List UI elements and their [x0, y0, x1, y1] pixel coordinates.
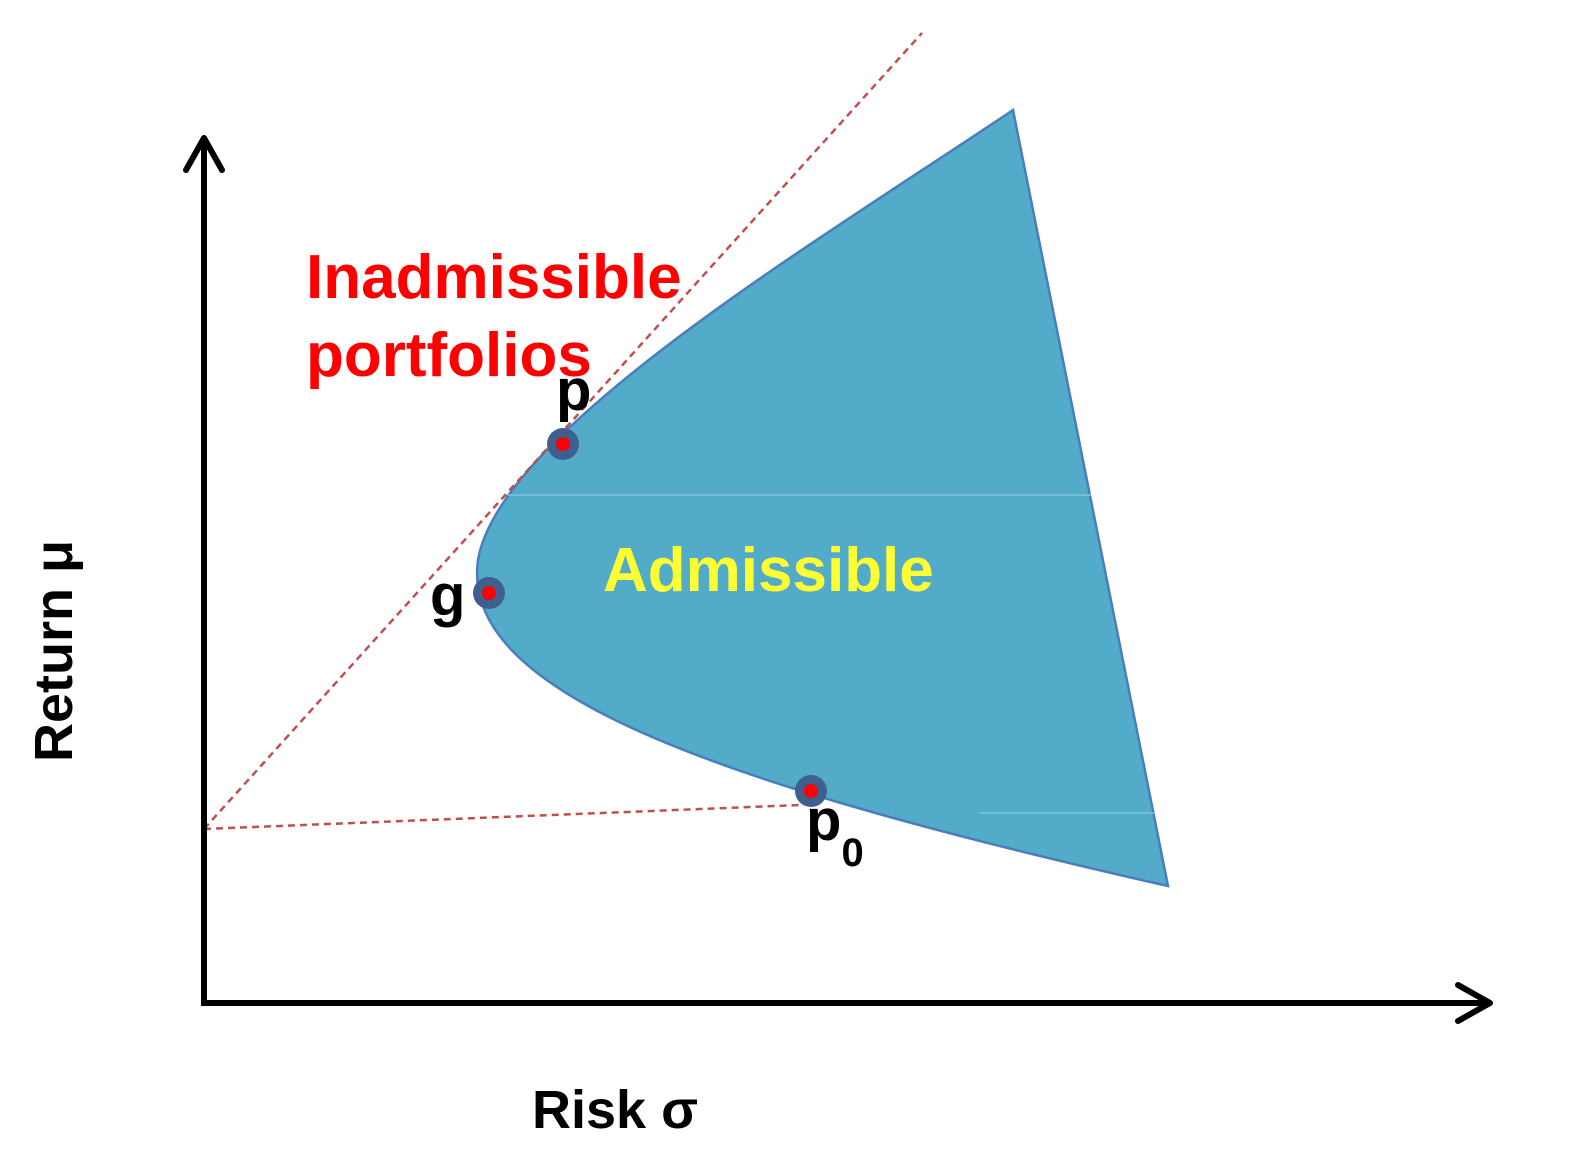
point-p0	[795, 775, 827, 807]
y-axis-label: Return μ	[24, 540, 84, 762]
tangent-line-upper	[203, 32, 923, 830]
x-axis-label: Risk σ	[532, 1080, 698, 1140]
admissible-label: Admissible	[603, 536, 934, 605]
point-p0-label: p0	[806, 788, 864, 875]
point-g-label: g	[430, 563, 465, 628]
point-p-label: p	[556, 358, 591, 423]
admissible-region	[475, 107, 1170, 888]
x-axis-arrowhead	[1455, 982, 1493, 1024]
point-p0-label-subscript: 0	[841, 831, 863, 875]
point-p	[547, 428, 579, 460]
inadmissible-label-line2: portfolios	[306, 321, 592, 390]
point-p0-label-base: p	[806, 788, 841, 853]
y-axis-arrowhead	[183, 135, 225, 173]
tangent-line-lower	[203, 803, 801, 831]
point-g	[473, 577, 505, 609]
inadmissible-label-line1: Inadmissible	[306, 243, 682, 312]
